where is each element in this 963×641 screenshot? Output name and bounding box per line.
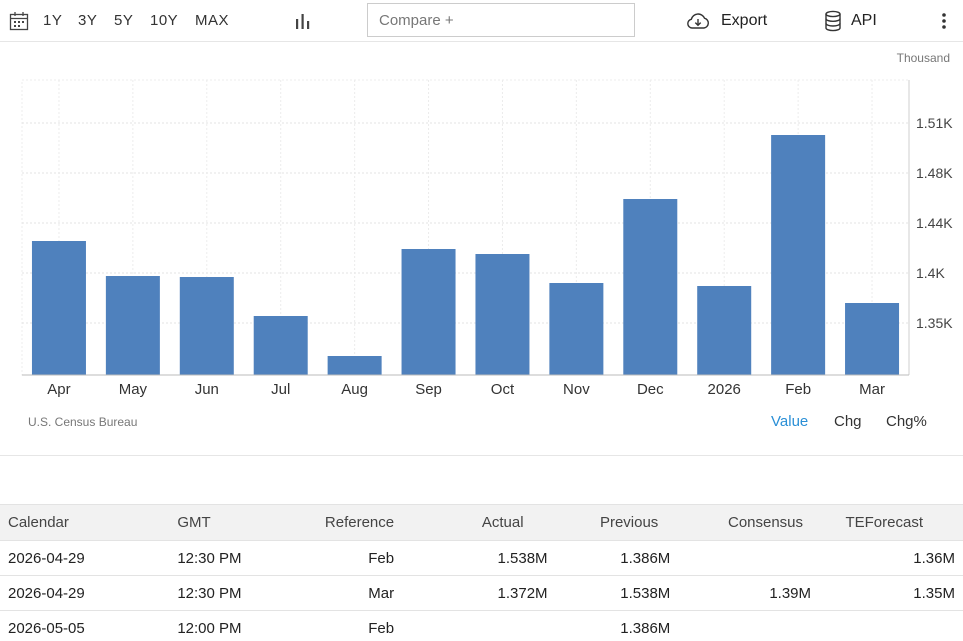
header-consensus[interactable]: Consensus (678, 504, 820, 541)
view-chg-toggle[interactable]: Chg (834, 413, 862, 430)
database-icon (825, 10, 841, 32)
bar (549, 283, 604, 375)
export-button[interactable]: Export (685, 8, 767, 34)
cell-previous: 1.386M (555, 610, 679, 641)
x-tick-label: Apr (47, 381, 70, 398)
cell-reference: Mar (304, 575, 403, 611)
x-tick-label: Sep (415, 381, 442, 398)
x-tick-label: Oct (491, 381, 515, 398)
x-tick-label: Dec (637, 381, 664, 398)
cell-consensus (678, 540, 820, 576)
cell-teforecast: 1.36M (819, 540, 963, 576)
bar (845, 303, 900, 375)
header-teforecast[interactable]: TEForecast (819, 504, 963, 541)
header-gmt[interactable]: GMT (169, 504, 305, 541)
cell-time: 12:30 PM (169, 575, 305, 611)
y-tick-label: 1.48K (916, 165, 953, 181)
x-tick-label: Aug (341, 381, 368, 398)
cell-actual: 1.538M (402, 540, 556, 576)
unit-label: Thousand (896, 51, 950, 65)
calendar-header-row: Calendar GMT Reference Actual Previous C… (0, 504, 963, 541)
y-tick-label: 1.44K (916, 215, 953, 231)
x-tick-label: 2026 (708, 381, 741, 398)
cell-actual: 1.372M (402, 575, 556, 611)
y-tick-label: 1.4K (916, 265, 945, 281)
cell-teforecast (819, 610, 963, 641)
x-tick-label: May (119, 381, 148, 398)
bar (327, 356, 382, 375)
cell-teforecast: 1.35M (819, 575, 963, 611)
view-chg-pct-toggle[interactable]: Chg% (886, 413, 927, 430)
bar (401, 249, 456, 375)
bar (105, 276, 160, 375)
bar-chart: 1.35K 1.4K 1.44K 1.48K 1.51K Apr May Jun Jul Aug S… (21, 79, 953, 398)
calendar-table: Calendar GMT Reference Actual Previous C… (0, 504, 963, 641)
cell-time: 12:00 PM (169, 610, 305, 641)
table-row: 2026-04-29 12:30 PM Feb 1.538M 1.386M 1.… (0, 540, 963, 576)
range-3y-button[interactable]: 3Y (78, 12, 98, 29)
calendar-icon[interactable] (9, 11, 29, 31)
cell-actual (402, 610, 556, 641)
cell-consensus (678, 610, 820, 641)
header-previous[interactable]: Previous (555, 504, 679, 541)
api-label: API (851, 12, 877, 29)
cell-reference: Feb (304, 610, 403, 641)
x-tick-label: Nov (563, 381, 590, 398)
bar (623, 199, 678, 375)
cell-date: 2026-04-29 (0, 540, 170, 576)
table-row: 2026-05-05 12:00 PM Feb 1.386M (0, 610, 963, 641)
bar (179, 277, 234, 375)
compare-input[interactable] (367, 3, 635, 37)
y-tick-label: 1.51K (916, 115, 953, 131)
cell-previous: 1.538M (555, 575, 679, 611)
y-tick-label: 1.35K (916, 315, 953, 331)
bar (771, 135, 826, 375)
chart-toolbar: 1Y 3Y 5Y 10Y MAX Export API (0, 0, 963, 42)
cell-reference: Feb (304, 540, 403, 576)
section-divider (0, 455, 963, 456)
header-reference[interactable]: Reference (304, 504, 403, 541)
cell-time: 12:30 PM (169, 540, 305, 576)
api-button[interactable]: API (824, 8, 877, 34)
bar-chart-icon[interactable] (293, 11, 313, 31)
source-label: U.S. Census Bureau (28, 415, 138, 429)
cell-consensus: 1.39M (678, 575, 820, 611)
range-1y-button[interactable]: 1Y (43, 12, 63, 29)
range-5y-button[interactable]: 5Y (114, 12, 134, 29)
header-actual[interactable]: Actual (402, 504, 556, 541)
bar (697, 286, 752, 375)
range-max-button[interactable]: MAX (195, 12, 230, 29)
more-vertical-icon[interactable] (936, 10, 952, 32)
x-tick-label: Jun (195, 381, 219, 398)
bar (253, 316, 308, 375)
cell-previous: 1.386M (555, 540, 679, 576)
range-10y-button[interactable]: 10Y (150, 12, 179, 29)
x-tick-label: Jul (271, 381, 290, 398)
bar (31, 241, 86, 375)
x-tick-label: Feb (785, 381, 811, 398)
table-row: 2026-04-29 12:30 PM Mar 1.372M 1.538M 1.… (0, 575, 963, 611)
x-tick-label: Mar (859, 381, 885, 398)
bar (475, 254, 530, 375)
header-calendar[interactable]: Calendar (0, 504, 170, 541)
cell-date: 2026-04-29 (0, 575, 170, 611)
view-value-toggle[interactable]: Value (771, 413, 809, 430)
cell-date: 2026-05-05 (0, 610, 170, 641)
cloud-download-icon (687, 13, 709, 29)
export-label: Export (721, 12, 768, 29)
